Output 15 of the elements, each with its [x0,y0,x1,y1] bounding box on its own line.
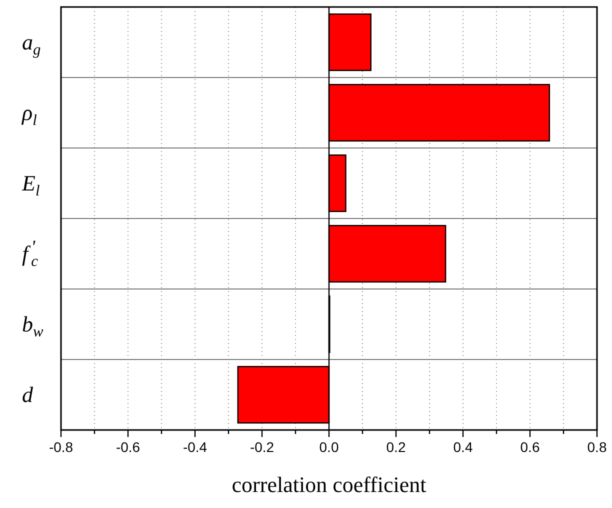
x-tick-label: 0.4 [453,439,473,455]
x-tick-label: -0.2 [250,439,274,455]
x-tick-label: 0.2 [386,439,406,455]
x-tick-label: -0.4 [182,439,208,455]
x-tick-label: 0.8 [587,439,607,455]
x-tick-label: -0.6 [116,439,140,455]
y-tick-label: a$_{g}$ [22,29,41,58]
x-tick-label: -0.8 [48,439,74,455]
y-tick-label: ρ$_{l}$ [21,100,37,128]
x-axis-title: correlation coefficient [232,472,426,497]
x-tick-label: 0.6 [520,439,540,455]
x-tick-label: 0.0 [319,439,339,455]
y-tick-label: d [22,382,34,407]
y-tick-label: E$_{l}$ [21,170,40,199]
y-tick-label: b$_{w}$ [22,311,44,340]
